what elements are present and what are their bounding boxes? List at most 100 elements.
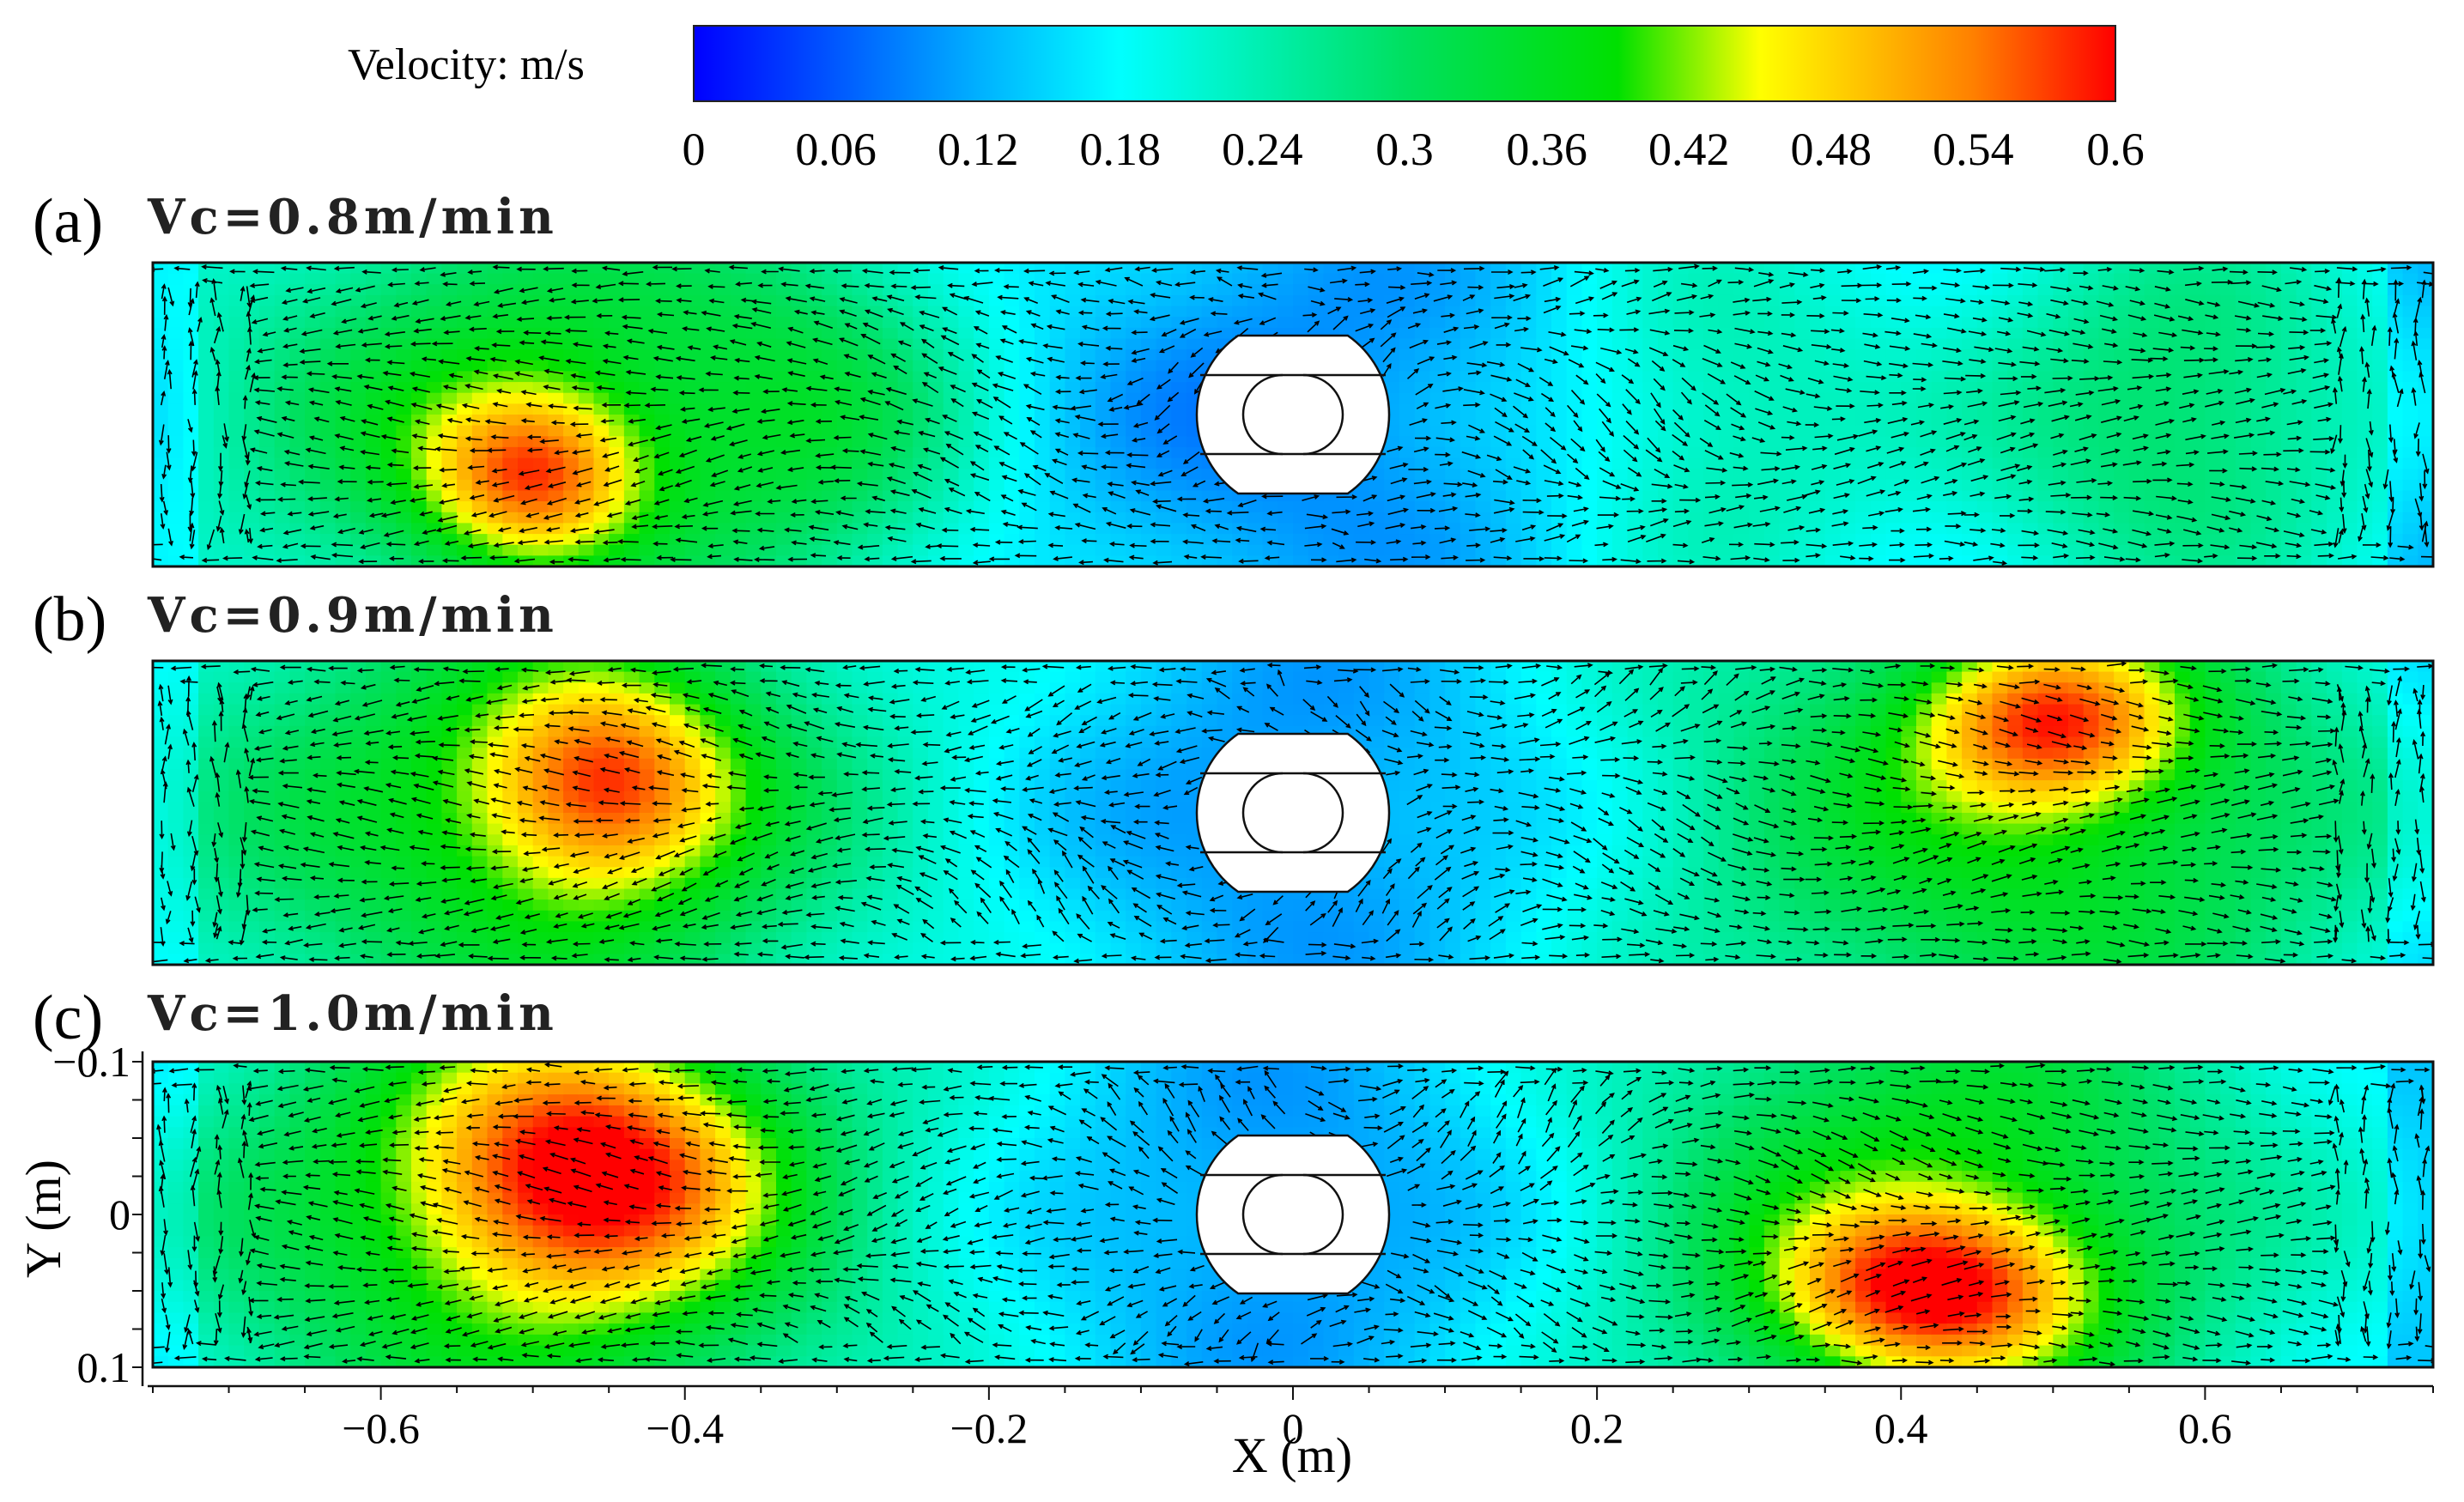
velocity-vector <box>974 491 991 502</box>
velocity-cell <box>258 392 276 405</box>
velocity-cell <box>548 273 564 285</box>
velocity-cell <box>1140 382 1157 394</box>
velocity-cell <box>1323 555 1339 566</box>
velocity-cell <box>1110 338 1126 350</box>
velocity-cell <box>1703 317 1720 329</box>
velocity-cell <box>2144 317 2161 329</box>
velocity-vector <box>733 556 753 562</box>
velocity-cell <box>2068 263 2085 275</box>
velocity-cell <box>1946 544 1963 557</box>
velocity-cell <box>441 327 458 340</box>
velocity-cell <box>2327 523 2343 535</box>
velocity-cell <box>335 349 351 361</box>
velocity-cell <box>1733 436 1750 448</box>
velocity-cell <box>1763 349 1781 361</box>
velocity-cell <box>2068 446 2085 459</box>
velocity-cell <box>563 436 580 448</box>
velocity-cell <box>1855 317 1872 329</box>
velocity-cell <box>852 469 868 481</box>
velocity-cell <box>396 446 412 459</box>
velocity-cell <box>471 338 489 350</box>
velocity-vector <box>728 264 748 270</box>
velocity-cell <box>684 501 701 513</box>
velocity-cell <box>1658 469 1674 481</box>
velocity-cell <box>274 349 291 361</box>
velocity-cell <box>1779 415 1796 427</box>
velocity-vector <box>367 497 382 503</box>
velocity-cell <box>1976 273 1994 285</box>
velocity-cell <box>730 294 747 307</box>
velocity-vector <box>897 340 912 347</box>
velocity-vector <box>546 288 564 294</box>
velocity-cell <box>1186 534 1203 546</box>
velocity-vector <box>646 281 666 287</box>
velocity-vector <box>249 447 268 454</box>
velocity-cell <box>806 273 822 285</box>
velocity-vector <box>1162 435 1178 445</box>
velocity-vector <box>282 529 302 536</box>
velocity-cell <box>928 512 944 524</box>
velocity-vector <box>448 372 464 379</box>
velocity-cell <box>228 294 245 307</box>
velocity-cell <box>943 446 960 459</box>
velocity-cell <box>867 371 883 383</box>
velocity-cell <box>441 371 458 383</box>
velocity-cell <box>2418 338 2433 350</box>
velocity-cell <box>1566 294 1583 307</box>
velocity-cell <box>1763 382 1781 394</box>
velocity-cell <box>684 371 701 383</box>
velocity-cell <box>1551 371 1568 383</box>
velocity-cell <box>761 284 777 296</box>
velocity-vector <box>1025 403 1045 411</box>
velocity-vector <box>886 294 905 302</box>
velocity-cell <box>167 457 185 469</box>
velocity-cell <box>1870 457 1887 469</box>
velocity-cell <box>532 360 549 372</box>
velocity-cell <box>2311 501 2327 513</box>
velocity-cell <box>715 415 731 427</box>
velocity-cell <box>2037 555 2054 566</box>
velocity-cell <box>1095 523 1112 535</box>
velocity-cell <box>1126 371 1142 383</box>
velocity-cell <box>761 273 777 285</box>
velocity-cell <box>426 273 443 285</box>
velocity-cell <box>1536 479 1552 492</box>
velocity-cell <box>958 360 974 372</box>
velocity-cell <box>593 360 610 372</box>
velocity-cell <box>396 425 412 437</box>
velocity-cell <box>518 338 534 350</box>
velocity-cell <box>289 403 306 415</box>
velocity-cell <box>867 403 883 415</box>
velocity-cell <box>258 284 276 296</box>
velocity-cell <box>745 273 762 285</box>
velocity-cell <box>1946 382 1963 394</box>
velocity-cell <box>1445 469 1461 481</box>
velocity-cell <box>2250 523 2267 535</box>
velocity-cell <box>1642 360 1659 372</box>
velocity-cell <box>2128 457 2145 469</box>
velocity-cell <box>1642 501 1659 513</box>
velocity-cell <box>1110 306 1126 318</box>
velocity-cell <box>1718 523 1735 535</box>
velocity-cell <box>1156 425 1173 437</box>
velocity-cell <box>1794 436 1811 448</box>
velocity-vector <box>1071 477 1090 483</box>
velocity-vector <box>975 342 990 349</box>
velocity-cell <box>2037 446 2054 459</box>
velocity-vector <box>1052 404 1073 410</box>
velocity-cell <box>2007 436 2024 448</box>
velocity-cell <box>1885 436 1903 448</box>
velocity-cell <box>198 479 215 492</box>
velocity-vector <box>412 465 432 471</box>
velocity-cell <box>1962 360 1978 372</box>
velocity-vector <box>915 522 935 530</box>
velocity-cell <box>578 371 595 383</box>
velocity-cell <box>2175 436 2191 448</box>
velocity-vector <box>921 353 938 364</box>
velocity-cell <box>2266 534 2282 546</box>
velocity-cell <box>1019 479 1035 492</box>
velocity-vector <box>913 471 933 482</box>
velocity-cell <box>670 501 686 513</box>
velocity-cell <box>2205 263 2221 275</box>
velocity-cell <box>2007 490 2024 502</box>
